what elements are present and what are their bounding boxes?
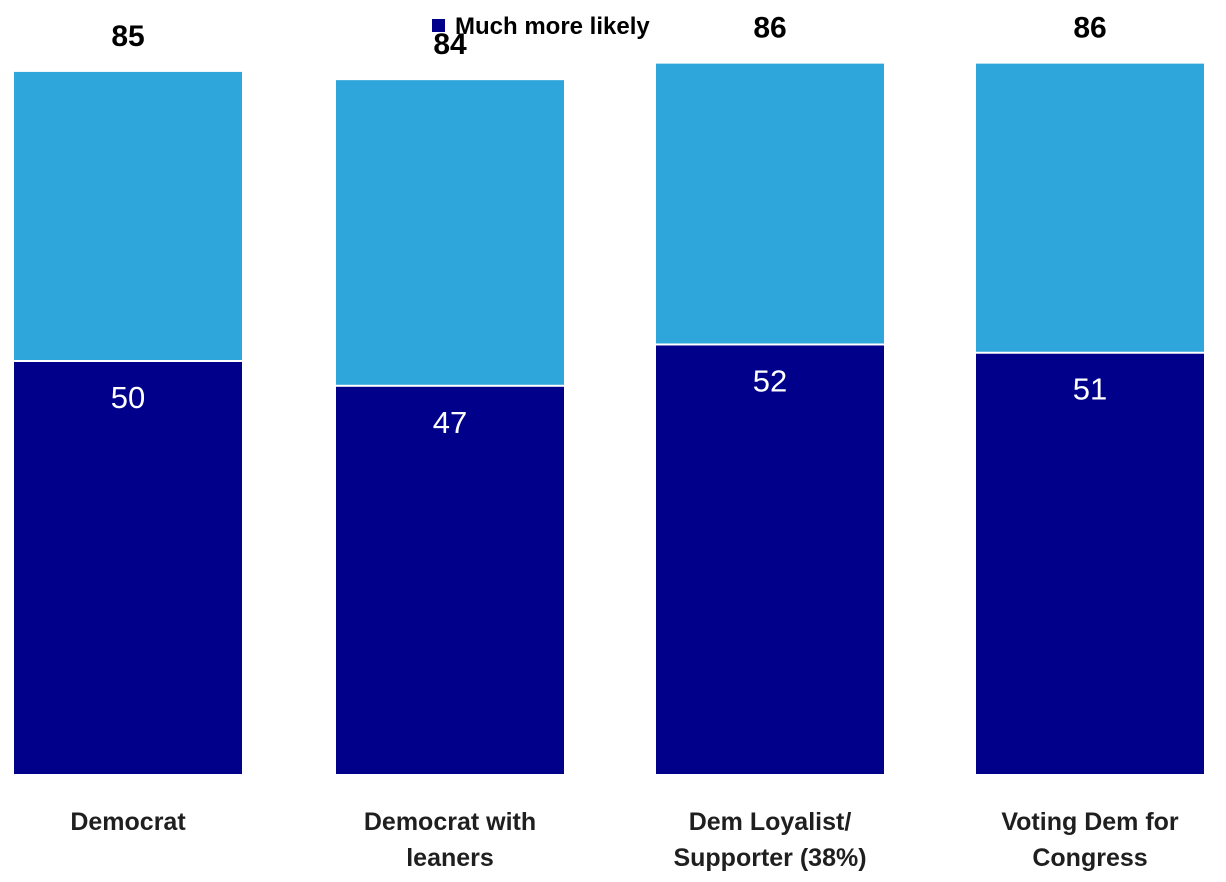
category-label-voting-dem-for-congress-line-1: Voting Dem for xyxy=(1001,808,1179,836)
segment-divider xyxy=(14,360,242,362)
legend-label-much-more-likely: Much more likely xyxy=(455,13,650,40)
bar-democrat-with-leaners-much-more-likely xyxy=(336,385,564,774)
total-label-dem-loyalist-supporter-38: 86 xyxy=(753,12,786,45)
total-label-democrat-with-leaners: 84 xyxy=(433,28,467,61)
segment-label-voting-dem-for-congress: 51 xyxy=(1073,372,1107,407)
bar-democrat-somewhat-more-likely xyxy=(14,71,242,362)
category-label-voting-dem-for-congress-line-2: Congress xyxy=(1032,844,1147,872)
legend-swatch-much-more-likely xyxy=(432,19,445,32)
legend: Much more likely xyxy=(432,13,650,40)
segment-label-democrat: 50 xyxy=(111,380,145,415)
bar-dem-loyalist-supporter-38-somewhat-more-likely xyxy=(656,63,884,345)
segment-label-democrat-with-leaners: 47 xyxy=(433,405,467,440)
bar-voting-dem-for-congress-somewhat-more-likely xyxy=(976,63,1204,353)
category-label-democrat-with-leaners-line-1: Democrat with xyxy=(364,808,536,836)
segment-divider xyxy=(976,351,1204,354)
category-label-dem-loyalist-supporter-38-line-2: Supporter (38%) xyxy=(673,844,866,872)
category-label-dem-loyalist-supporter-38-line-1: Dem Loyalist/ xyxy=(689,808,852,836)
bars-layer xyxy=(14,63,1204,774)
segment-divider xyxy=(336,384,564,387)
segment-divider xyxy=(656,343,884,346)
bar-democrat-with-leaners-somewhat-more-likely xyxy=(336,80,564,386)
category-label-democrat: Democrat xyxy=(70,808,186,836)
bar-dem-loyalist-supporter-38-much-more-likely xyxy=(656,344,884,774)
total-label-democrat: 85 xyxy=(111,20,144,53)
bar-voting-dem-for-congress-much-more-likely xyxy=(976,352,1204,774)
total-label-voting-dem-for-congress: 86 xyxy=(1073,12,1106,45)
bar-democrat-much-more-likely xyxy=(14,361,242,774)
labels-layer: 50 85 Democrat 47 84 Democrat with leaners 52 86… xyxy=(70,12,1179,872)
category-label-democrat-with-leaners-line-2: leaners xyxy=(406,844,494,872)
segment-label-dem-loyalist-supporter-38: 52 xyxy=(753,363,787,398)
